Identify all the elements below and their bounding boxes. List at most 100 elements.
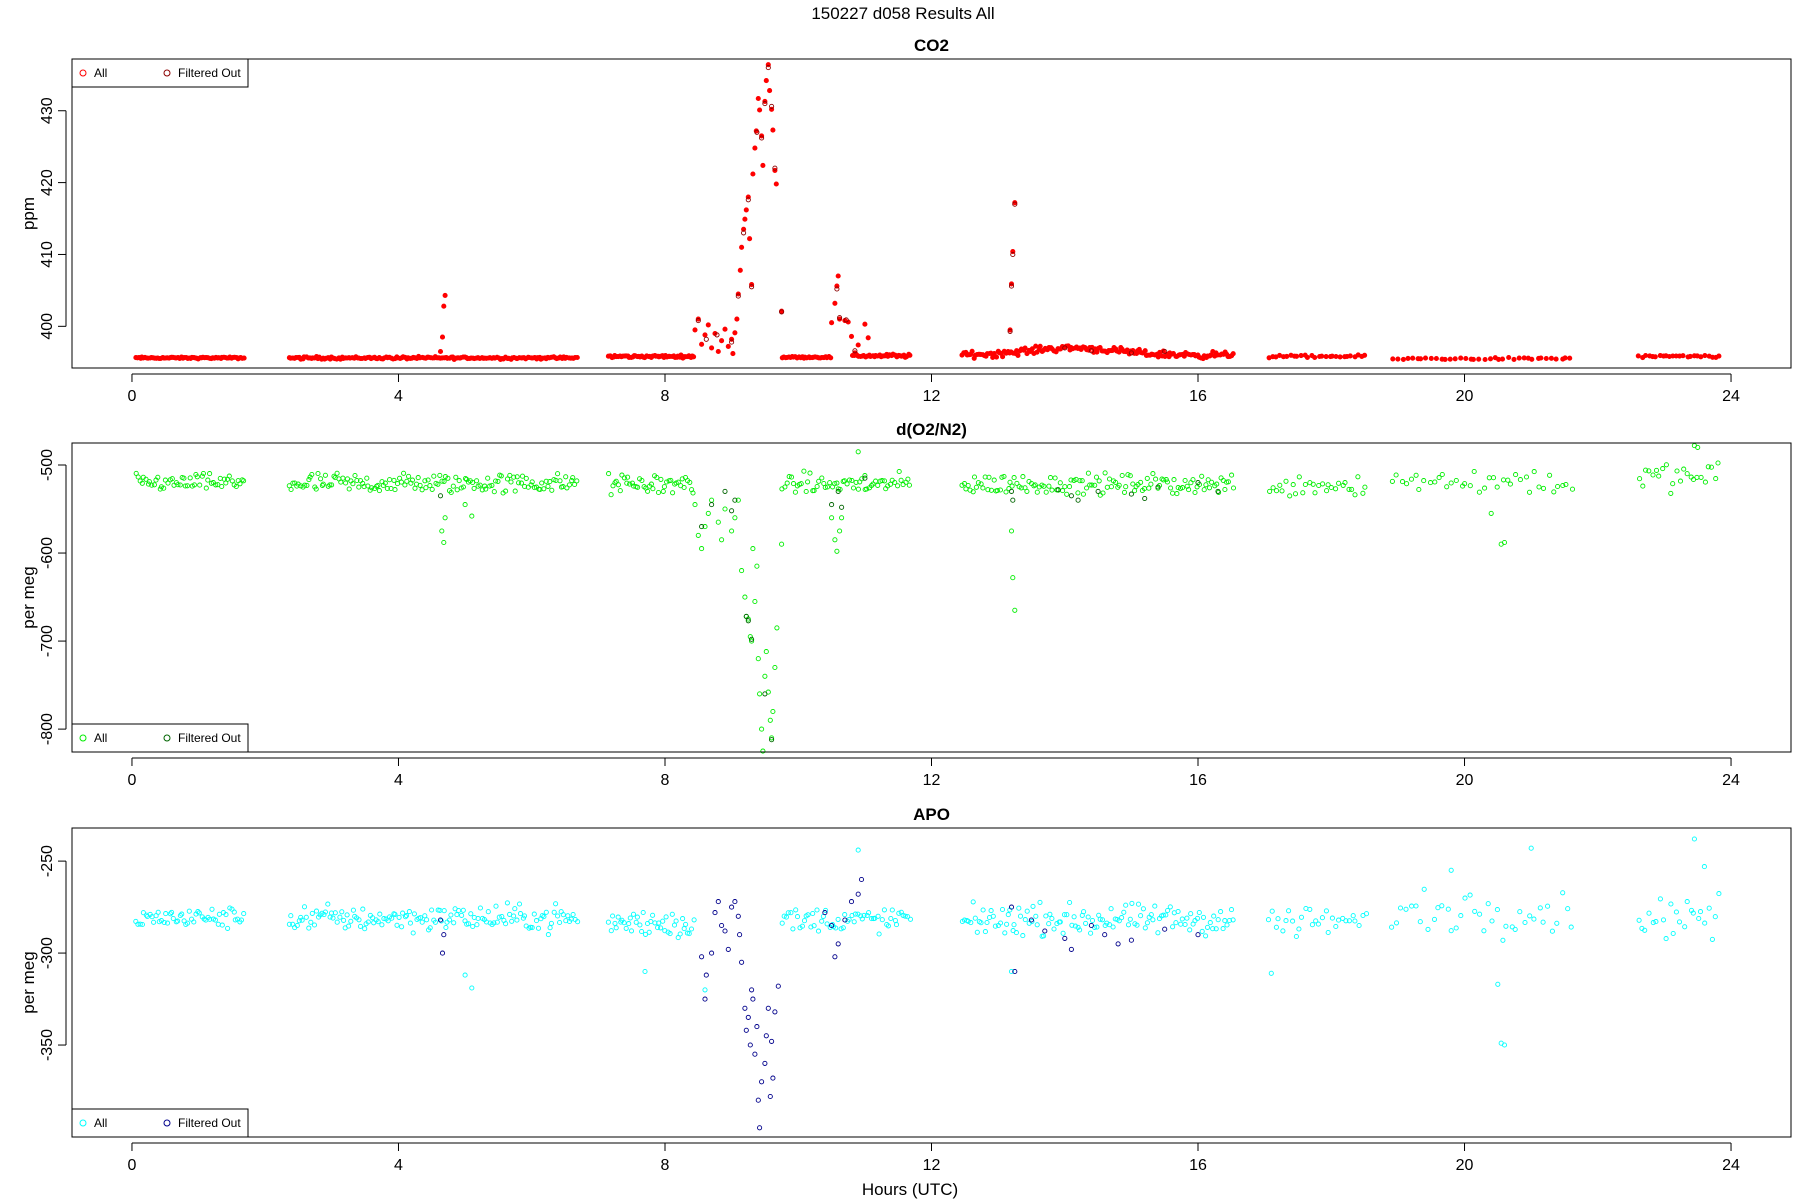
data-point [1012, 200, 1018, 206]
data-point [1467, 892, 1473, 898]
data-point [1011, 922, 1017, 928]
data-point [729, 904, 735, 910]
data-point [1494, 484, 1500, 490]
data-point [1695, 444, 1701, 450]
data-point [1635, 353, 1641, 359]
data-point [742, 1005, 748, 1011]
panel-1: CO2 ppm 0 4 8 12 16 20 24 400 410 420 430 All Filtered… [19, 36, 1792, 405]
data-point [1005, 912, 1011, 918]
data-point [1346, 486, 1352, 492]
x-axis: 0 4 8 12 16 20 24 [128, 757, 1740, 789]
data-point [1014, 480, 1020, 486]
data-point [669, 911, 675, 917]
data-point [888, 915, 894, 922]
data-point [1075, 490, 1081, 496]
data-point [402, 914, 409, 920]
data-point [1153, 476, 1159, 482]
data-point [1067, 899, 1073, 906]
data-point [1096, 478, 1102, 484]
data-point [709, 950, 715, 956]
data-point [1494, 907, 1500, 913]
data-point [1043, 913, 1049, 919]
data-point [658, 925, 664, 931]
data-point [775, 983, 781, 989]
data-point [1037, 343, 1043, 349]
data-point [1127, 473, 1133, 479]
data-point [702, 987, 708, 993]
data-point [1138, 479, 1144, 485]
data-point [1008, 528, 1015, 534]
data-point [1458, 913, 1464, 919]
data-point [327, 482, 333, 488]
data-point [529, 925, 535, 931]
data-point [760, 748, 766, 754]
data-point [1551, 489, 1557, 495]
data-point [1229, 472, 1235, 478]
data-point [1684, 471, 1690, 477]
data-point [608, 492, 614, 498]
data-point [819, 918, 825, 924]
data-point [548, 920, 554, 926]
data-points [133, 443, 1721, 754]
data-point [715, 899, 721, 905]
data-point [1222, 918, 1228, 924]
data-point [450, 483, 456, 489]
data-point [518, 480, 524, 486]
data-point [617, 488, 623, 494]
data-point [334, 919, 340, 925]
data-point [1507, 481, 1513, 487]
data-point [512, 488, 518, 494]
data-point [861, 912, 867, 918]
data-point [670, 490, 676, 496]
series-filtered-out [437, 475, 1221, 743]
data-point [1362, 352, 1368, 358]
data-point [712, 910, 718, 916]
data-point [610, 913, 616, 919]
data-point [427, 483, 433, 489]
data-point [1106, 476, 1113, 482]
data-point [750, 996, 756, 1002]
data-point [895, 483, 901, 489]
data-point [1142, 495, 1148, 502]
data-point [331, 473, 337, 479]
figure-x-axis-label: Hours (UTC) [862, 1180, 958, 1199]
y-tick-label: -350 [39, 1029, 56, 1061]
data-point [988, 487, 994, 493]
data-point [535, 925, 542, 931]
data-point [294, 922, 300, 929]
data-point [972, 915, 978, 921]
data-point [734, 316, 740, 322]
data-point [990, 913, 996, 919]
data-point [427, 925, 433, 931]
data-point [1293, 933, 1299, 940]
data-point [837, 528, 843, 534]
data-point [1690, 910, 1696, 916]
data-point [1104, 484, 1110, 490]
data-point [705, 322, 711, 328]
data-point [628, 928, 635, 934]
data-point [1677, 478, 1684, 484]
data-point [163, 911, 169, 917]
data-point [974, 929, 980, 935]
data-point [545, 932, 551, 938]
data-point [1142, 348, 1148, 354]
data-point [1323, 354, 1329, 360]
data-point [1175, 908, 1181, 915]
data-point [839, 515, 845, 521]
data-point [207, 471, 213, 477]
data-point [1698, 474, 1704, 480]
data-point [334, 470, 340, 476]
data-point [1186, 487, 1192, 493]
data-point [384, 485, 390, 492]
data-point [1702, 479, 1708, 485]
data-point [864, 912, 870, 919]
data-point [442, 292, 448, 298]
data-point [833, 925, 839, 931]
data-point [1089, 482, 1095, 488]
data-point [1013, 930, 1019, 936]
data-point [1362, 484, 1368, 490]
data-point [639, 928, 645, 935]
data-point [1119, 472, 1125, 479]
data-point [815, 928, 822, 934]
data-point [161, 485, 167, 491]
